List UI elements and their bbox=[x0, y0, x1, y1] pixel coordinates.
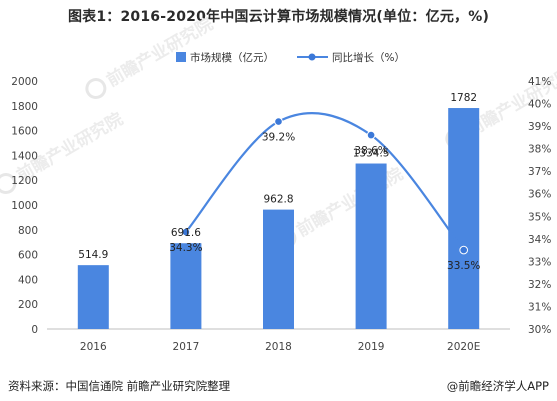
y-left-tick-label: 1400 bbox=[11, 150, 38, 162]
y-left-tick-label: 0 bbox=[31, 324, 38, 336]
y-right-tick-label: 41% bbox=[528, 76, 551, 88]
y-left-tick-label: 1600 bbox=[11, 126, 38, 138]
y-left-tick-label: 800 bbox=[18, 225, 38, 237]
y-right-tick-label: 38% bbox=[528, 144, 551, 156]
y-right-tick-label: 40% bbox=[528, 99, 551, 111]
y-right-tick-label: 32% bbox=[528, 279, 551, 291]
growth-point bbox=[459, 245, 469, 255]
x-tick-label: 2018 bbox=[265, 341, 292, 353]
x-tick-label: 2019 bbox=[358, 341, 385, 353]
y-right-tick-label: 39% bbox=[528, 121, 551, 133]
chart-title: 图表1：2016-2020年中国云计算市场规模情况(单位：亿元，%) bbox=[67, 9, 490, 25]
legend-line-marker bbox=[308, 53, 316, 61]
bar bbox=[77, 265, 109, 329]
y-left-tick-label: 1800 bbox=[11, 101, 38, 113]
y-left-tick-label: 1000 bbox=[11, 200, 38, 212]
growth-value-label: 38.6% bbox=[354, 145, 387, 157]
growth-value-label: 33.5% bbox=[447, 260, 480, 272]
bar-value-label: 1782 bbox=[450, 92, 477, 104]
x-tick-label: 2016 bbox=[80, 341, 107, 353]
growth-point bbox=[274, 117, 283, 126]
bar bbox=[170, 243, 202, 329]
bar bbox=[448, 108, 480, 329]
y-left-tick-label: 600 bbox=[18, 250, 38, 262]
y-right-tick-label: 33% bbox=[528, 256, 551, 268]
bar-value-label: 691.6 bbox=[171, 227, 201, 239]
y-right-tick-label: 37% bbox=[528, 166, 551, 178]
y-right-tick-label: 30% bbox=[528, 324, 551, 336]
legend-bar-swatch bbox=[176, 52, 186, 62]
growth-point bbox=[181, 227, 191, 237]
legend-bar-label: 市场规模（亿元） bbox=[190, 51, 274, 64]
x-tick-label: 2017 bbox=[173, 341, 200, 353]
svg-text:前瞻产业研究院: 前瞻产业研究院 bbox=[293, 163, 407, 241]
y-left-tick-label: 400 bbox=[18, 274, 38, 286]
bar-value-label: 514.9 bbox=[78, 249, 108, 261]
growth-point bbox=[366, 130, 376, 140]
growth-line bbox=[185, 112, 465, 251]
legend-line-label: 同比增长（%） bbox=[332, 51, 405, 64]
bar bbox=[263, 209, 294, 329]
growth-value-label: 34.3% bbox=[169, 242, 202, 254]
x-tick-label: 2020E bbox=[447, 341, 480, 353]
bar-value-label: 1334.5 bbox=[353, 148, 390, 160]
growth-value-label: 39.2% bbox=[262, 132, 295, 144]
y-left-tick-label: 200 bbox=[18, 299, 38, 311]
y-right-tick-label: 36% bbox=[528, 189, 551, 201]
source-note: 资料来源：中国信通院 前瞻产业研究院整理 bbox=[8, 379, 231, 393]
y-left-tick-label: 2000 bbox=[11, 76, 38, 88]
bar-value-label: 962.8 bbox=[263, 194, 293, 206]
y-left-tick-label: 1200 bbox=[11, 175, 38, 187]
credit-note: @前瞻经济学人APP bbox=[446, 379, 549, 393]
bar bbox=[355, 163, 387, 329]
y-right-tick-label: 34% bbox=[528, 234, 551, 246]
y-right-tick-label: 31% bbox=[528, 301, 551, 313]
y-right-tick-label: 35% bbox=[528, 211, 551, 223]
